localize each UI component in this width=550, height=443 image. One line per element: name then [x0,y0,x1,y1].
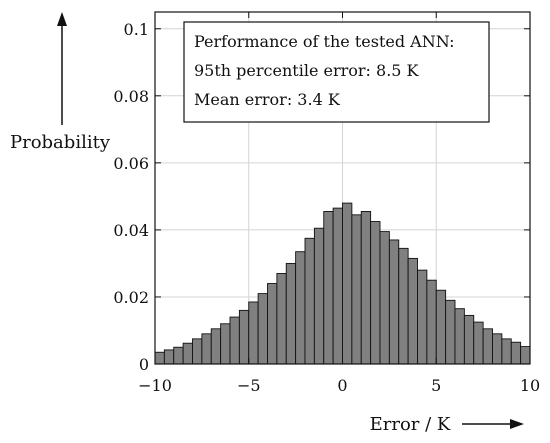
y-axis-label: Probability [10,132,111,153]
x-axis-label-group: Error / K [370,414,524,435]
histogram-bar [492,333,503,365]
histogram-bar [313,227,325,365]
histogram-bar [379,231,390,365]
histogram-bar [510,341,522,365]
histogram-bar [360,211,372,365]
histogram-bar [201,333,212,365]
axis-ticks [154,12,531,365]
y-tick-label: 0.08 [113,87,149,106]
x-tick-label: 0 [337,376,347,395]
histogram-bar [332,207,343,365]
histogram-bar [520,346,531,365]
histogram-bar [417,269,428,365]
histogram-bar [388,239,400,365]
y-axis-arrow-head [57,12,67,26]
x-tick-label: −10 [138,376,172,395]
histogram-bar [435,289,447,365]
histogram-bars [154,202,531,365]
y-tick-label: 0.04 [113,221,149,240]
histogram-bar [501,338,512,365]
histogram-bar [454,308,465,365]
histogram-bar [445,299,456,365]
histogram-bar [304,237,315,365]
annotation-line-1: Performance of the tested ANN: [194,32,455,51]
histogram-bar [426,279,437,365]
histogram-bar [192,338,203,365]
histogram-bar [229,316,240,365]
histogram-bar [220,323,231,365]
y-tick-labels: 0 0.02 0.04 0.06 0.08 0.1 [113,20,149,374]
histogram-bar [257,293,268,365]
x-axis-arrow-head [510,419,524,429]
y-tick-label: 0.06 [113,154,149,173]
annotation-box: Performance of the tested ANN: 95th perc… [183,21,490,123]
histogram-bar [163,349,175,365]
histogram-bar [473,321,484,365]
histogram-bar [154,351,165,365]
histogram-bar [482,328,493,365]
x-tick-label: 10 [520,376,540,395]
histogram-bar [398,247,409,365]
annotation-line-3: Mean error: 3.4 K [194,90,341,109]
histogram-bar [342,202,353,365]
histogram-bar [323,211,334,365]
y-axis-label-group: Probability [10,12,111,153]
histogram-bar [285,262,297,365]
y-tick-label: 0 [139,355,149,374]
x-axis-label: Error / K [370,414,451,435]
annotation-line-2: 95th percentile error: 8.5 K [194,61,420,80]
histogram-bar [276,273,287,365]
x-tick-label: 5 [431,376,441,395]
x-tick-label: −5 [237,376,261,395]
y-tick-label: 0.02 [113,288,149,307]
histogram-bar [370,221,381,365]
histogram-bar [173,346,184,365]
histogram-bar [295,251,306,365]
histogram-bar [463,314,475,365]
histogram-bar [248,301,259,365]
histogram-bar [238,309,250,365]
annotation-frame [183,21,490,123]
histogram-bar [351,214,362,365]
y-tick-label: 0.1 [124,20,149,39]
x-tick-labels: −10 −5 0 5 10 [138,376,540,395]
histogram-bar [210,328,222,365]
histogram-bar [267,283,278,365]
histogram-bar [407,257,418,365]
histogram-bar [182,342,193,365]
